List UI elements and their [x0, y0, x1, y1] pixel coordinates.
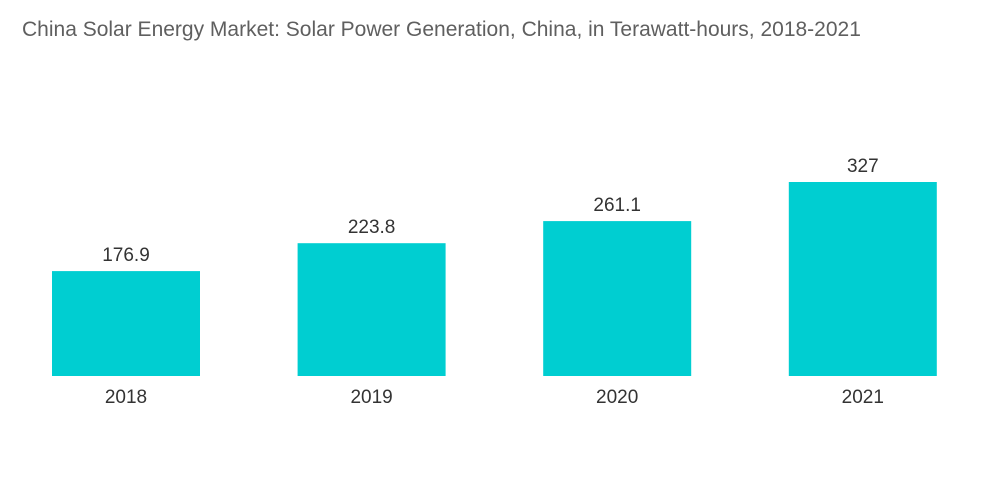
bar-2020 — [543, 221, 692, 376]
value-label-2018: 176.9 — [102, 245, 150, 266]
bar-2019 — [297, 243, 446, 376]
bar-2018 — [52, 271, 200, 376]
x-tick-label-2018: 2018 — [105, 387, 147, 408]
chart-title: China Solar Energy Market: Solar Power G… — [22, 18, 861, 41]
value-label-2021: 327 — [847, 156, 879, 177]
x-tick-label-2021: 2021 — [842, 387, 884, 408]
value-label-2020: 261.1 — [593, 195, 641, 216]
bars-layer — [52, 182, 937, 376]
x-tick-label-2019: 2019 — [350, 387, 392, 408]
x-axis-ticks-layer: 2018 2019 2020 2021 — [105, 387, 884, 408]
value-labels-layer: 176.9 223.8 261.1 327 — [102, 156, 878, 266]
value-label-2019: 223.8 — [348, 217, 396, 238]
bar-2021 — [788, 182, 937, 376]
x-tick-label-2020: 2020 — [596, 387, 638, 408]
